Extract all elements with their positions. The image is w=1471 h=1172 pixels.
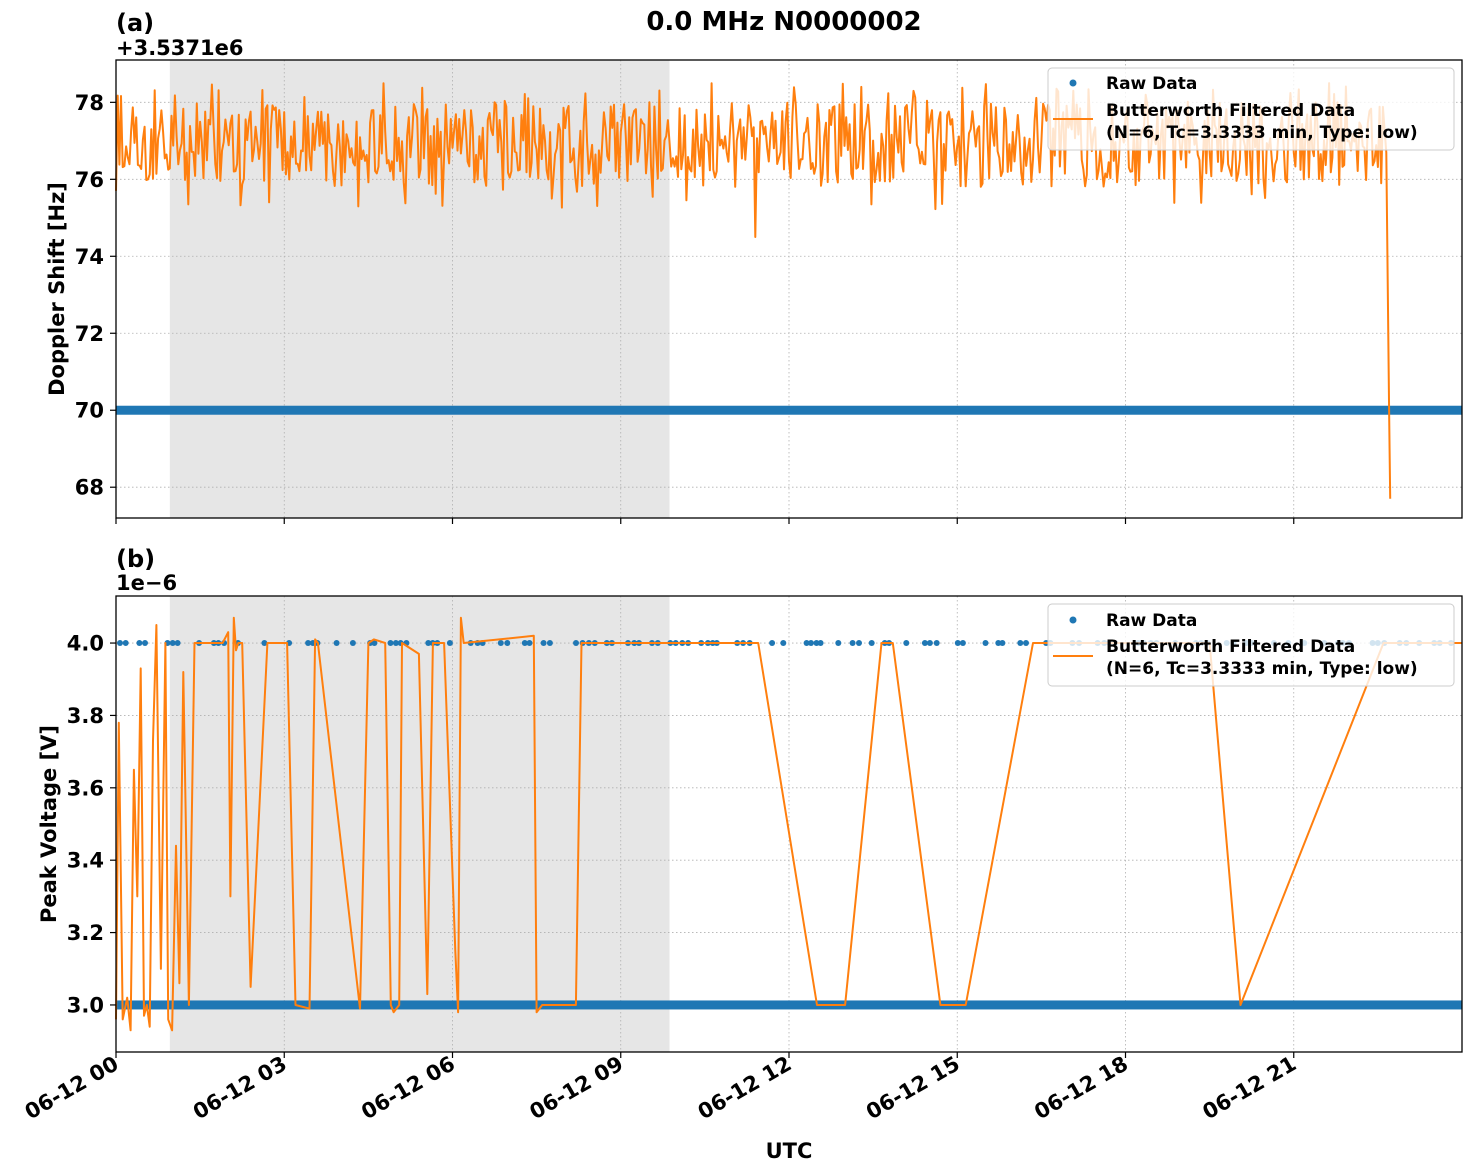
panel-a-y-axis-label: Doppler Shift [Hz] [45,182,69,396]
panel-a-legend-filtered-label: Butterworth Filtered Data (N=6, Tc=3.333… [1106,101,1418,143]
panel-b-legend: Raw Data Butterworth Filtered Data (N=6,… [1047,603,1455,687]
panel-b-y-axis-label: Peak Voltage [V] [37,725,61,923]
x-tick-label: 06-12 21 [1198,1052,1300,1125]
x-tick-label: 06-12 15 [862,1052,964,1125]
y-tick-label: 3.2 [67,921,104,945]
raw-data-point [856,640,862,647]
y-tick-label: 74 [75,245,104,269]
raw-data-point [521,640,528,647]
panel-b-offset-text: 1e−6 [116,571,177,595]
raw-data-point [261,640,268,647]
panel-a-raw-data-series [116,405,1462,415]
raw-data-point [425,640,432,647]
raw-data-point [995,640,1002,647]
raw-data-point [813,640,820,647]
raw-data-point [803,640,810,647]
raw-data-point [136,640,143,647]
raw-data-legend-marker-icon [1069,79,1077,87]
raw-data-point [526,640,533,647]
raw-data-point [546,640,553,647]
raw-data-point [387,640,394,647]
y-tick-label: 68 [75,476,104,500]
y-tick-label: 3.0 [67,993,104,1017]
y-tick-label: 70 [75,399,104,423]
panel-a: (a) +3.5371e6 68 70 72 74 76 78 Doppler Shift… [45,9,1463,524]
panel-a-x-axis [115,518,1295,524]
raw-data-band [116,1000,1462,1010]
panel-b-legend-raw-label: Raw Data [1106,611,1197,631]
raw-data-point [142,640,148,647]
x-tick-label: 06-12 18 [1030,1052,1132,1125]
raw-data-point [982,640,989,647]
raw-data-point [849,640,856,647]
raw-data-point [122,640,129,647]
raw-data-point [333,640,340,647]
x-axis-label: UTC [766,1139,813,1163]
raw-data-point [926,640,933,647]
raw-data-point [921,640,928,647]
raw-data-point [1023,640,1029,647]
raw-data-point [174,640,181,647]
raw-data-point [780,640,787,647]
panel-b: (b) 1e−6 3.0 3.2 3.4 3.6 3.8 4.0 Peak Voltage… [37,545,1463,1058]
raw-data-point [933,640,940,647]
panel-b-y-axis: 3.0 3.2 3.4 3.6 3.8 4.0 [67,632,116,1017]
raw-data-legend-marker-icon [1069,616,1077,624]
raw-data-point [117,640,123,647]
raw-data-point [446,640,453,647]
raw-data-point [808,640,814,647]
raw-data-point [573,640,579,647]
y-tick-label: 3.8 [67,704,104,728]
raw-data-point [169,640,176,647]
panel-a-offset-text: +3.5371e6 [116,36,244,60]
panel-a-y-axis: 68 70 72 74 76 78 [75,91,116,500]
raw-data-point [999,640,1006,647]
y-tick-label: 78 [75,91,104,115]
x-tick-label: 06-12 12 [694,1052,796,1125]
panel-a-legend: Raw Data Butterworth Filtered Data (N=6,… [1047,67,1455,151]
panel-a-label: (a) [116,9,154,37]
raw-data-point [371,640,378,647]
raw-data-point [392,640,399,647]
panel-b-legend-filtered-label: Butterworth Filtered Data (N=6, Tc=3.333… [1106,637,1418,679]
raw-data-point [349,640,356,647]
x-tick-label: 06-12 00 [21,1052,123,1125]
panel-b-legend-box [1047,603,1455,687]
y-tick-label: 3.4 [67,849,104,873]
x-tick-label: 06-12 06 [357,1052,459,1125]
raw-data-point [1017,640,1024,647]
panel-a-legend-box [1047,67,1455,151]
raw-data-point [504,640,511,647]
x-tick-label: 06-12 03 [189,1052,291,1125]
x-tick-label: 06-12 09 [525,1052,627,1125]
raw-data-point [817,640,824,647]
raw-data-point [540,640,547,647]
raw-data-band [116,405,1462,415]
raw-data-point [305,640,312,647]
y-tick-label: 76 [75,168,104,192]
panel-a-legend-raw-label: Raw Data [1106,74,1197,94]
x-tick-labels: 06-12 00 06-12 03 06-12 06 06-12 09 06-12 12… [21,1052,1301,1125]
raw-data-point [959,640,966,647]
panel-b-filtered-data-series [115,616,1462,1032]
raw-data-point [769,640,776,647]
raw-data-point [868,640,875,647]
figure-title: 0.0 MHz N0000002 [646,7,921,37]
raw-data-point [903,640,910,647]
raw-data-point [497,640,504,647]
panel-b-label: (b) [116,545,155,573]
raw-data-point [835,640,842,647]
y-tick-label: 72 [75,322,104,346]
raw-data-point [954,640,961,647]
panel-b-x-axis [115,1052,1295,1058]
y-tick-label: 4.0 [67,632,104,656]
y-tick-label: 3.6 [67,776,104,800]
